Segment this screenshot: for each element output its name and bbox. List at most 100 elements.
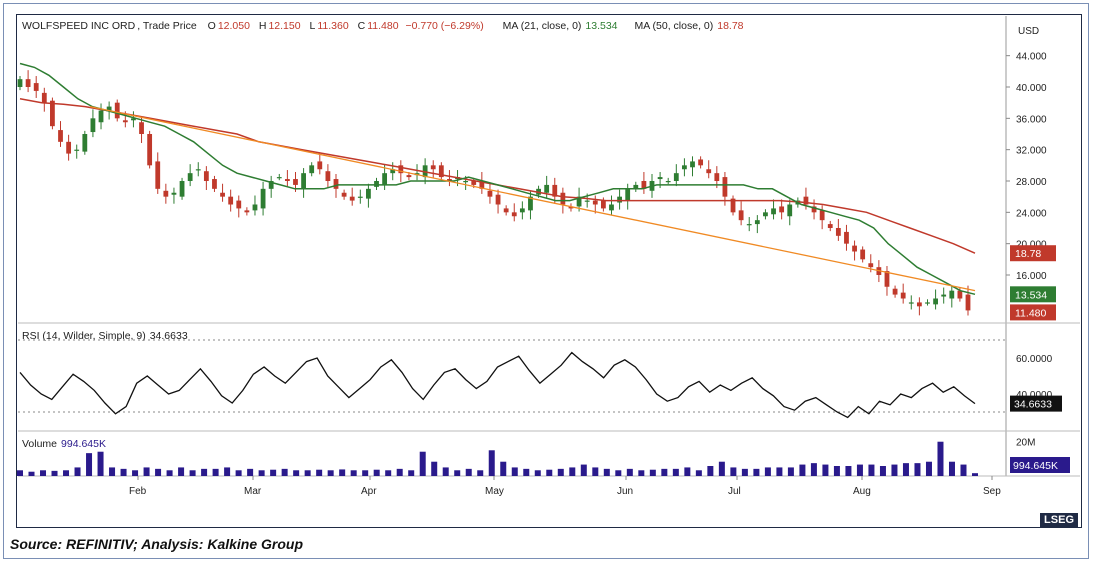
volume-bar xyxy=(661,468,668,476)
x-tick-label: Feb xyxy=(129,486,147,497)
candle-body xyxy=(722,177,728,197)
candle-body xyxy=(293,179,298,185)
candle-body xyxy=(544,184,550,193)
volume-bar xyxy=(937,441,944,476)
candle-body xyxy=(503,208,509,213)
candle-body xyxy=(220,192,225,197)
volume-bar xyxy=(362,470,369,476)
volume-bar xyxy=(465,468,472,476)
candle-body xyxy=(819,210,825,221)
volume-bar xyxy=(546,469,553,476)
candle-body xyxy=(673,173,679,181)
volume-bar xyxy=(17,470,23,476)
candle-body xyxy=(447,179,452,181)
candle-body xyxy=(25,79,31,87)
candle-body xyxy=(763,212,768,217)
volume-bar xyxy=(28,471,35,476)
candle-body xyxy=(66,141,72,154)
ma50-tag: 18.78 xyxy=(1015,248,1041,260)
volume-bar xyxy=(431,461,438,476)
candle-body xyxy=(236,200,242,209)
candle-body xyxy=(382,173,388,185)
volume-bar xyxy=(189,470,196,476)
price-tick-label: 32.000 xyxy=(1016,146,1047,157)
candle-body xyxy=(925,302,930,304)
volume-bar xyxy=(695,470,702,476)
candle-body xyxy=(398,165,404,174)
volume-tag-bg xyxy=(1010,457,1070,473)
volume-bar xyxy=(868,464,875,476)
lseg-logo: LSEG xyxy=(1040,513,1078,527)
volume-bar xyxy=(419,451,426,476)
volume-bar xyxy=(477,470,484,476)
volume-bar xyxy=(316,469,323,476)
volume-bar xyxy=(960,464,967,476)
candle-body xyxy=(617,196,622,203)
volume-bar xyxy=(799,464,806,476)
volume-bar xyxy=(224,467,231,476)
volume-bar xyxy=(339,469,346,476)
volume-bar xyxy=(972,473,978,476)
outer-frame xyxy=(3,3,1089,559)
x-tick-label: Sep xyxy=(983,486,1001,497)
rsi-value: 34.6633 xyxy=(149,330,188,342)
candle-body xyxy=(568,206,574,209)
candle-body xyxy=(276,177,282,179)
volume-bar xyxy=(235,470,242,476)
volume-bar xyxy=(569,467,576,476)
price-tick-label: 20.000 xyxy=(1016,240,1047,251)
volume-bar xyxy=(833,466,840,476)
rsi-header: RSI (14, Wilder, Simple, 9) 34.6633 xyxy=(22,330,190,342)
candle-body xyxy=(852,245,857,252)
volume-bar xyxy=(822,464,829,476)
volume-bar xyxy=(247,468,254,476)
price-tick-label: 24.000 xyxy=(1016,208,1047,219)
rsi-label: RSI (14, Wilder, Simple, 9) xyxy=(22,330,146,342)
volume-bar xyxy=(787,467,794,476)
candle-body xyxy=(682,165,687,170)
candle-body xyxy=(147,134,153,166)
candle-body xyxy=(341,192,347,197)
low-value: 11.360 xyxy=(317,20,349,32)
x-tick-label: Apr xyxy=(361,486,377,497)
candle-body xyxy=(495,194,501,205)
volume-tag: 994.645K xyxy=(1013,460,1058,472)
price-tick-label: 44.000 xyxy=(1016,52,1047,63)
high-value: 12.150 xyxy=(268,20,301,32)
candle-body xyxy=(487,190,493,197)
rsi-line xyxy=(19,351,976,419)
candle-body xyxy=(203,171,209,181)
volume-bar xyxy=(879,466,886,476)
candle-body xyxy=(609,204,614,211)
candle-body xyxy=(90,118,96,133)
volume-bar xyxy=(684,467,691,476)
ma21-line xyxy=(19,62,976,296)
volume-bar xyxy=(925,461,932,476)
candle-body xyxy=(260,188,266,209)
volume-bar xyxy=(293,470,300,476)
candle-body xyxy=(698,159,704,166)
candle-body xyxy=(779,206,785,213)
candle-body xyxy=(357,196,363,198)
candle-body xyxy=(301,173,306,189)
candle-body xyxy=(884,271,890,287)
candle-body xyxy=(309,165,315,174)
symbol-name: WOLFSPEED INC ORD xyxy=(22,20,136,32)
candle-body xyxy=(584,200,590,202)
candle-body xyxy=(803,196,809,205)
ma50-value: 18.78 xyxy=(717,20,744,32)
ma50-tag-bg xyxy=(1010,245,1056,262)
candle-body xyxy=(317,161,323,170)
ma21-value: 13.534 xyxy=(585,20,618,32)
close-value: 11.480 xyxy=(367,20,399,32)
candle-body xyxy=(860,249,866,260)
candle-body xyxy=(82,134,88,152)
candle-body xyxy=(333,179,339,189)
x-tick-label: Jul xyxy=(728,486,741,497)
candle-body xyxy=(349,196,355,201)
candle-body xyxy=(941,294,947,297)
volume-bar xyxy=(500,461,507,476)
ma21-tag: 13.534 xyxy=(1015,289,1047,301)
volume-bar xyxy=(741,468,748,476)
price-tick-label: 16.000 xyxy=(1016,271,1047,282)
